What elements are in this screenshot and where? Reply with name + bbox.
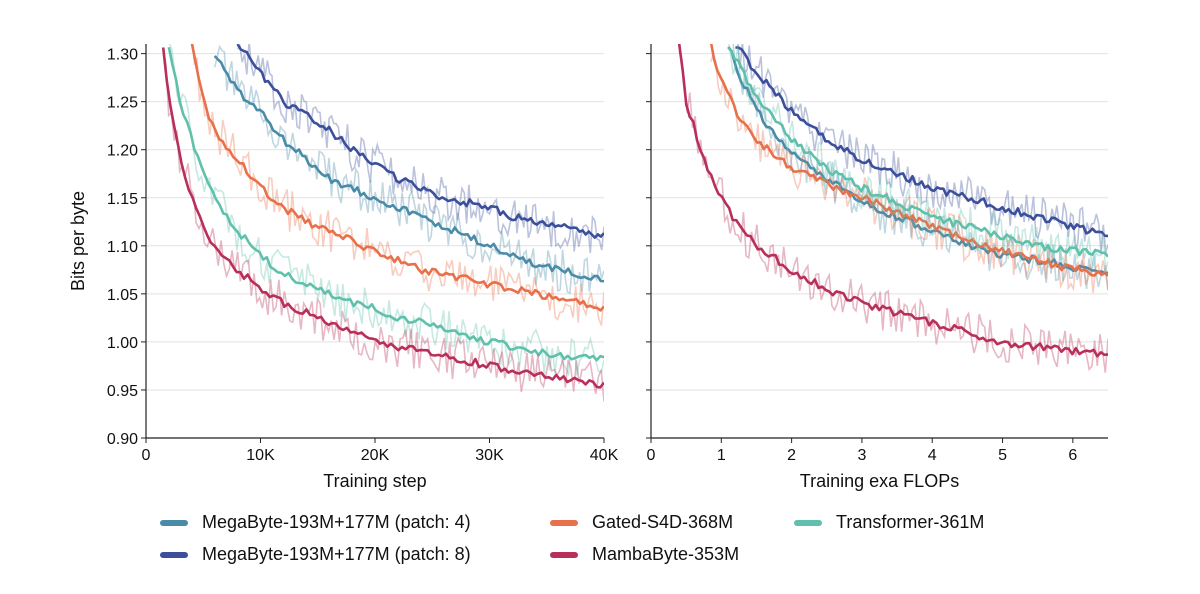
x-tick-label: 1	[717, 447, 726, 464]
legend-swatch-megabyte-patch8	[160, 551, 188, 558]
legend-swatch-megabyte-patch4	[160, 519, 188, 526]
plot-area	[161, 44, 604, 402]
y-tick-label: 1.05	[107, 287, 138, 304]
series-line-transformer-361m	[727, 46, 1108, 258]
y-tick-label: 1.25	[107, 95, 138, 112]
series-line-mambabyte-353m	[677, 44, 1108, 358]
raw-series-transformer-361m	[168, 44, 604, 378]
x-axis-title: Training step	[323, 471, 426, 491]
legend-swatch-mambabyte	[550, 551, 578, 558]
series-line-megabyte-193m-177m-patch-8	[735, 46, 1108, 238]
x-tick-label: 10K	[246, 447, 275, 464]
right-chart-panel: 0 1 2 3 4 5 6 Training exa FLOPs	[646, 44, 1108, 491]
series-line-megabyte-193m-177m-patch-4	[213, 55, 604, 283]
legend-label-mambabyte: MambaByte-353M	[592, 544, 740, 564]
legend-swatch-transformer	[794, 519, 822, 526]
x-tick-label: 2	[787, 447, 796, 464]
legend-label-megabyte-patch4: MegaByte-193M+177M (patch: 4)	[202, 512, 471, 532]
plot-area	[677, 44, 1108, 373]
y-tick-label: 0.90	[107, 431, 138, 448]
x-tick-label: 20K	[361, 447, 390, 464]
x-tick-label: 5	[998, 447, 1007, 464]
legend-label-megabyte-patch8: MegaByte-193M+177M (patch: 8)	[202, 544, 471, 564]
x-tick-label: 40K	[590, 447, 619, 464]
x-tick-label: 4	[928, 447, 937, 464]
series-line-gated-s4d-368m	[709, 44, 1108, 277]
raw-series-transformer-361m	[728, 44, 1108, 272]
y-tick-label: 1.10	[107, 239, 138, 256]
x-tick-label: 0	[142, 447, 151, 464]
legend-item-transformer: Transformer-361M	[794, 512, 984, 533]
x-tick-label: 6	[1068, 447, 1077, 464]
raw-series-megabyte-193m-177m-patch-4	[732, 44, 1108, 291]
legend-item-megabyte-patch8: MegaByte-193M+177M (patch: 8)	[160, 544, 471, 565]
raw-series-gated-s4d-368m	[191, 44, 604, 326]
raw-series-mambabyte-353m	[678, 51, 1108, 373]
legend-swatch-gated-s4d	[550, 519, 578, 526]
legend-item-gated-s4d: Gated-S4D-368M	[550, 512, 733, 533]
legend-item-megabyte-patch4: MegaByte-193M+177M (patch: 4)	[160, 512, 471, 533]
series-line-mambabyte-353m	[161, 47, 604, 389]
y-tick-label: 0.95	[107, 383, 138, 400]
raw-series-gated-s4d-368m	[710, 52, 1108, 293]
y-tick-label: 1.30	[107, 47, 138, 64]
legend-label-gated-s4d: Gated-S4D-368M	[592, 512, 734, 532]
series-line-gated-s4d-368m	[190, 44, 604, 312]
legend-item-mambabyte: MambaByte-353M	[550, 544, 739, 565]
raw-series-megabyte-193m-177m-patch-4	[213, 44, 604, 295]
legend-label-transformer: Transformer-361M	[836, 512, 985, 532]
left-chart-panel: 0.90 0.95 1.00 1.05 1.10 1.15 1.20 1.25 1.30 0 10K…	[68, 44, 619, 491]
x-axis-title: Training exa FLOPs	[800, 471, 959, 491]
series-line-megabyte-193m-177m-patch-8	[236, 44, 604, 239]
y-tick-label: 1.15	[107, 191, 138, 208]
x-tick-label: 3	[857, 447, 866, 464]
y-tick-label: 1.20	[107, 143, 138, 160]
raw-series-megabyte-193m-177m-patch-8	[737, 44, 1108, 253]
y-tick-label: 1.00	[107, 335, 138, 352]
legend: MegaByte-193M+177M (patch: 4) MegaByte-1…	[160, 512, 1060, 582]
x-tick-label: 0	[647, 447, 656, 464]
y-axis-title: Bits per byte	[68, 191, 88, 291]
x-tick-label: 30K	[475, 447, 504, 464]
series-line-transformer-361m	[167, 47, 604, 362]
